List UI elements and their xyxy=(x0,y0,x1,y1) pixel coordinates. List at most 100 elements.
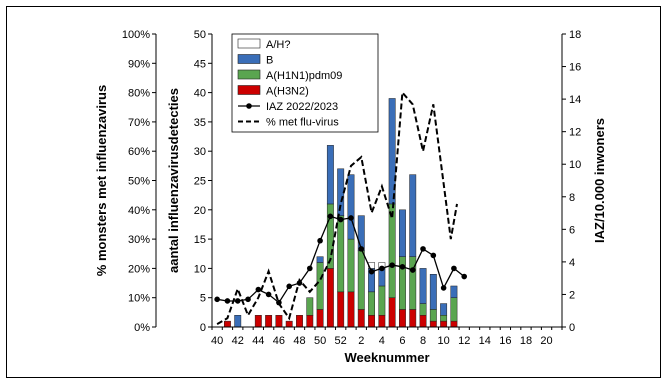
x-tick-label: 14 xyxy=(479,335,491,347)
legend-swatch-a-h- xyxy=(237,38,261,49)
y-left-tick-label: 60% xyxy=(128,146,150,158)
y-middle-tick-label: 30 xyxy=(194,146,206,158)
y-right-tick-label: 0 xyxy=(569,322,575,334)
x-tick-label: 52 xyxy=(335,335,347,347)
x-tick-label: 12 xyxy=(458,335,470,347)
bar-a-h3n2--week-46 xyxy=(275,315,283,328)
y-middle-tick-label: 25 xyxy=(194,176,206,188)
bar-b-week-5 xyxy=(388,98,396,205)
x-tick-label: 10 xyxy=(437,335,449,347)
y-middle-tick-label: 40 xyxy=(194,88,206,100)
iaz-point-week-11 xyxy=(451,265,457,272)
iaz-point-week-52 xyxy=(337,216,344,223)
x-tick-label: 42 xyxy=(232,335,244,347)
x-axis-title: Weeknummer xyxy=(344,350,429,365)
bar-b-week-50 xyxy=(316,256,324,263)
bar-a-h3n2--week-6 xyxy=(399,309,406,328)
x-tick-label: 4 xyxy=(379,335,385,347)
iaz-point-week-12 xyxy=(461,273,468,280)
y-middle-tick-label: 10 xyxy=(194,263,206,275)
x-tick-label: 44 xyxy=(252,335,264,347)
legend-label: % met flu-virus xyxy=(266,117,339,129)
y-left-tick-label: 70% xyxy=(128,117,150,129)
bar-a-h3n2--week-5 xyxy=(388,297,396,328)
legend-label: IAZ 2022/2023 xyxy=(266,101,338,113)
bar-b-week-10 xyxy=(440,303,448,316)
bar-a-h1n1-pdm09-week-1 xyxy=(347,238,355,293)
bar-b-week-51 xyxy=(326,145,334,205)
iaz-point-week-4 xyxy=(379,265,385,272)
bar-a-h1n1-pdm09-week-5 xyxy=(388,203,396,298)
y-left-tick-label: 20% xyxy=(128,263,150,275)
iaz-point-week-48 xyxy=(296,280,303,286)
y-axis-middle-title: aantal influenzavirusdetecties xyxy=(166,88,181,273)
iaz-point-week-51 xyxy=(327,213,334,220)
iaz-point-week-45 xyxy=(265,291,272,298)
y-left-tick-label: 90% xyxy=(128,58,150,70)
y-middle-tick-label: 20 xyxy=(194,205,206,217)
x-tick-label: 16 xyxy=(499,335,511,347)
bar-a-h1n1-pdm09-week-2 xyxy=(357,250,365,310)
bar-a-h3n2--week-8 xyxy=(419,315,427,328)
bar-b-week-7 xyxy=(409,174,417,257)
y-left-tick-label: 30% xyxy=(128,234,150,246)
bar-a-h3n2--week-4 xyxy=(378,315,386,328)
iaz-point-week-44 xyxy=(255,286,262,293)
y-middle-tick-label: 50 xyxy=(194,29,206,41)
bar-b-week-9 xyxy=(429,274,437,310)
y-right-tick-label: 6 xyxy=(569,224,575,236)
legend-swatch-b xyxy=(237,54,261,64)
x-tick-label: 18 xyxy=(520,335,532,347)
bar-b-week-8 xyxy=(419,268,427,304)
y-right-tick-label: 14 xyxy=(569,94,581,106)
bar-a-h3n2--week-44 xyxy=(254,315,262,328)
iaz-point-week-41 xyxy=(224,298,231,304)
legend-swatch-iaz-marker xyxy=(246,103,252,109)
iaz-point-week-6 xyxy=(399,263,406,270)
y-middle-tick-label: 0 xyxy=(200,322,206,334)
bar-a-h1n1-pdm09-week-9 xyxy=(429,309,437,322)
bar-a-h3n2--week-3 xyxy=(368,315,375,328)
legend-label: A(H3N2) xyxy=(266,86,309,98)
legend-label: A/H? xyxy=(266,39,290,51)
bar-a-h1n1-pdm09-week-50 xyxy=(316,262,324,310)
bar-a-h3n2--week-47 xyxy=(285,320,293,328)
iaz-point-week-9 xyxy=(430,252,437,259)
bar-a-h1n1-pdm09-week-11 xyxy=(450,297,458,322)
bar-a-h1n1-pdm09-week-52 xyxy=(337,215,345,293)
y-left-tick-label: 10% xyxy=(128,293,150,305)
y-middle-tick-label: 5 xyxy=(200,293,206,305)
x-tick-label: 20 xyxy=(540,335,552,347)
y-right-tick-label: 12 xyxy=(569,127,581,139)
iaz-point-week-40 xyxy=(214,296,220,303)
bar-b-week-1 xyxy=(347,174,355,240)
bar-b-week-6 xyxy=(399,209,406,257)
iaz-point-week-5 xyxy=(389,262,395,268)
y-right-tick-label: 16 xyxy=(569,62,581,74)
iaz-point-week-7 xyxy=(409,267,416,273)
y-left-tick-label: 80% xyxy=(128,88,150,100)
y-middle-tick-label: 15 xyxy=(194,234,206,246)
iaz-point-week-42 xyxy=(234,298,241,304)
y-right-tick-label: 2 xyxy=(569,289,575,301)
iaz-point-week-43 xyxy=(245,296,251,303)
bar-b-week-2 xyxy=(357,215,365,252)
bar-a-h3n2--week-48 xyxy=(296,315,303,328)
bar-a-h3n2--week-1 xyxy=(347,291,355,328)
y-right-tick-label: 18 xyxy=(569,29,581,41)
bar-a-h1n1-pdm09-week-3 xyxy=(368,291,375,316)
bar-a-h3n2--week-52 xyxy=(337,291,345,328)
x-tick-label: 8 xyxy=(420,335,426,347)
legend-swatch-a-h1n1-pdm09 xyxy=(237,69,261,80)
y-middle-tick-label: 45 xyxy=(194,58,206,70)
bar-b-week-42 xyxy=(234,315,242,328)
iaz-point-week-1 xyxy=(348,215,354,221)
iaz-point-week-47 xyxy=(286,283,293,290)
iaz-point-week-10 xyxy=(440,285,447,291)
bar-a-h3n2--week-10 xyxy=(440,320,448,328)
bar-b-week-11 xyxy=(450,285,458,298)
x-tick-label: 48 xyxy=(293,335,305,347)
y-right-tick-label: 8 xyxy=(569,192,575,204)
x-tick-label: 2 xyxy=(358,335,364,347)
iaz-point-week-8 xyxy=(420,246,426,252)
